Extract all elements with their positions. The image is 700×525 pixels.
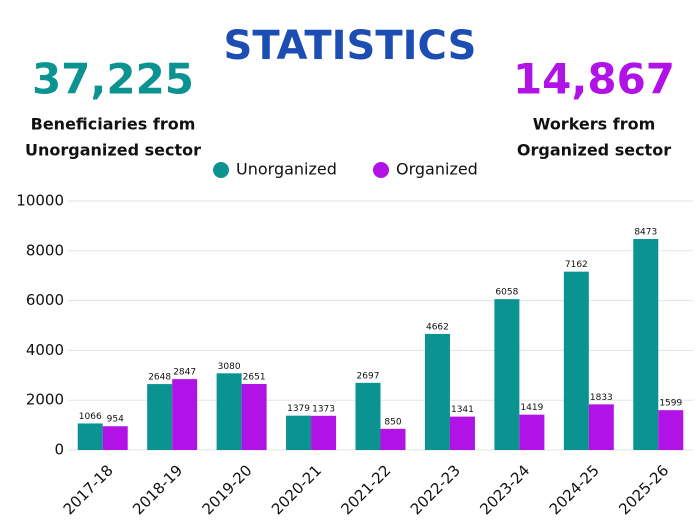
data-label: 4662 [426, 322, 449, 332]
bar [563, 271, 589, 450]
data-label: 3080 [218, 362, 241, 372]
y-tick-label: 8000 [26, 241, 64, 259]
data-label: 1341 [451, 405, 474, 415]
data-label: 954 [107, 415, 124, 425]
bar [147, 384, 173, 450]
data-label: 2847 [173, 368, 196, 378]
highlight-label: Workers from [533, 115, 656, 134]
bar [286, 415, 312, 450]
highlight-figure: 37,225 [32, 55, 194, 104]
x-tick-label: 2019-20 [199, 461, 256, 518]
bar [519, 414, 545, 450]
data-label: 1833 [590, 393, 613, 403]
bar [658, 410, 684, 450]
data-label: 7162 [565, 260, 588, 270]
data-label: 2651 [243, 372, 266, 382]
bar [172, 379, 198, 450]
data-label: 2648 [148, 373, 171, 383]
bar [588, 404, 614, 450]
legend-label: Organized [396, 160, 478, 179]
x-tick-label: 2020-21 [268, 461, 325, 518]
highlight-label: Organized sector [517, 141, 671, 160]
data-label: 1373 [312, 404, 335, 414]
bar [241, 383, 267, 450]
bar [77, 423, 103, 450]
y-tick-label: 6000 [26, 291, 64, 309]
highlight-label: Beneficiaries from [31, 115, 196, 134]
y-tick-label: 10000 [16, 192, 64, 210]
x-tick-label: 2024-25 [546, 461, 603, 518]
bar [424, 333, 450, 450]
legend-label: Unorganized [236, 160, 337, 179]
data-label: 1419 [520, 403, 543, 413]
x-tick-label: 2023-24 [476, 461, 533, 518]
bar [216, 373, 242, 450]
bar [633, 239, 659, 450]
chart-title: STATISTICS [224, 23, 477, 69]
highlight-figure: 14,867 [513, 55, 675, 104]
data-label: 6058 [495, 288, 518, 298]
x-tick-label: 2025-26 [615, 461, 672, 518]
x-tick-label: 2017-18 [60, 461, 117, 518]
data-label: 1599 [659, 399, 682, 409]
x-tick-label: 2022-23 [407, 461, 464, 518]
y-tick-label: 4000 [26, 341, 64, 359]
bar [355, 382, 381, 450]
data-label: 8473 [634, 228, 657, 238]
y-tick-label: 0 [54, 441, 64, 459]
x-tick-label: 2021-22 [337, 461, 394, 518]
highlight-label: Unorganized sector [25, 141, 201, 160]
data-label: 850 [384, 417, 401, 427]
data-label: 2697 [357, 371, 380, 381]
x-tick-label: 2018-19 [129, 461, 186, 518]
bar [494, 299, 520, 450]
bar [449, 416, 475, 450]
bar [102, 426, 128, 450]
data-label: 1066 [79, 412, 102, 422]
y-tick-label: 2000 [26, 391, 64, 409]
legend-swatch [373, 162, 389, 178]
bar [311, 415, 337, 450]
data-label: 1379 [287, 404, 310, 414]
legend-swatch [213, 162, 229, 178]
bar [380, 428, 406, 450]
